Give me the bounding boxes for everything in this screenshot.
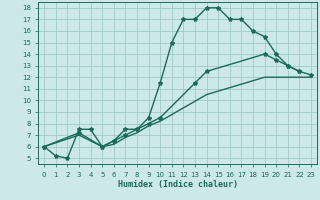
X-axis label: Humidex (Indice chaleur): Humidex (Indice chaleur) <box>118 180 238 189</box>
